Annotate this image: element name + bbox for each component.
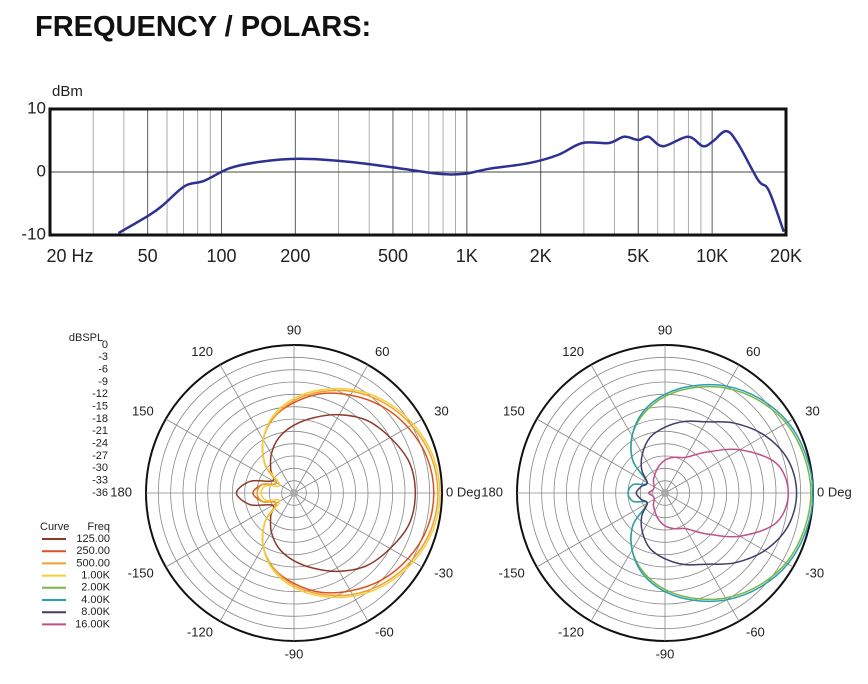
y-tick-label: 10 (27, 98, 46, 117)
angle-label: -150 (499, 565, 525, 580)
angle-label: 150 (503, 403, 525, 418)
x-tick-label: 100 (206, 246, 236, 266)
angle-label: 150 (132, 403, 154, 418)
legend-label: 1.00K (81, 570, 110, 582)
legend-label: 2.00K (81, 582, 110, 594)
spoke (165, 418, 295, 494)
legend-label: 4.00K (81, 594, 110, 606)
angle-label: 0 Deg (817, 484, 852, 499)
spoke (219, 364, 295, 494)
legend-label: 500.00 (76, 557, 110, 569)
angle-label: -120 (187, 625, 213, 640)
spoke (664, 418, 794, 494)
polar-curve (647, 448, 790, 538)
x-tick-label: 1K (456, 246, 478, 266)
angle-label: 30 (434, 403, 448, 418)
angle-label: 180 (481, 484, 503, 499)
angle-label: 60 (746, 344, 760, 359)
x-tick-label: 5K (627, 246, 649, 266)
spoke (590, 364, 666, 494)
spoke (664, 364, 740, 494)
angle-label: 90 (658, 322, 672, 337)
spoke (293, 492, 369, 622)
spoke (165, 492, 295, 568)
r-tick-label: 0 (102, 339, 108, 351)
angle-label: 180 (110, 484, 132, 499)
angle-label: -120 (558, 625, 584, 640)
r-tick-label: -6 (98, 364, 108, 376)
legend-header: Freq (87, 521, 110, 533)
spoke (293, 492, 423, 568)
plot-frame (48, 107, 788, 237)
r-tick-label: -15 (92, 401, 108, 413)
response-line (117, 129, 785, 235)
spoke (293, 418, 423, 494)
angle-label: -150 (128, 565, 154, 580)
r-tick-label: -24 (92, 438, 108, 450)
x-tick-label: 200 (280, 246, 310, 266)
angle-label: 90 (287, 322, 301, 337)
r-axis-label: dBSPL (69, 332, 103, 344)
angle-label: -30 (434, 565, 453, 580)
legend-label: 250.00 (76, 545, 110, 557)
spoke (536, 492, 666, 568)
polar-curve (235, 413, 417, 573)
angle-label: 0 Deg (446, 484, 481, 499)
polar-curve (627, 383, 814, 603)
spoke (219, 492, 295, 622)
r-tick-label: -9 (98, 376, 108, 388)
center-dot (290, 489, 298, 497)
x-tick-label: 2K (530, 246, 552, 266)
r-tick-label: -33 (92, 475, 108, 487)
y-tick-label: 0 (37, 161, 46, 180)
x-tick-label: 50 (138, 246, 158, 266)
x-tick-label: 10K (696, 246, 728, 266)
x-tick-label: 500 (378, 246, 408, 266)
r-tick-label: -18 (92, 413, 108, 425)
r-tick-label: -27 (92, 450, 108, 462)
angle-label: 60 (375, 344, 389, 359)
angle-label: 120 (191, 344, 213, 359)
x-tick-label: 20K (770, 246, 802, 266)
legend-header: Curve (40, 521, 69, 533)
r-tick-label: -12 (92, 388, 108, 400)
angle-label: -90 (285, 646, 304, 661)
spoke (664, 492, 740, 622)
polar-curve (260, 387, 441, 599)
angle-label: -90 (656, 646, 675, 661)
spoke (293, 364, 369, 494)
angle-label: -60 (746, 625, 765, 640)
angle-label: 120 (562, 344, 584, 359)
polar-curve (635, 420, 798, 566)
spoke (536, 418, 666, 494)
angle-label: -60 (375, 625, 394, 640)
r-tick-label: -36 (92, 487, 108, 499)
r-tick-label: -3 (98, 351, 108, 363)
spoke (664, 492, 794, 568)
y-axis-label: dBm (52, 83, 83, 100)
spoke (590, 492, 666, 622)
center-dot (661, 489, 669, 497)
legend-label: 8.00K (81, 606, 110, 618)
legend-label: 125.00 (76, 533, 110, 545)
legend-label: 16.00K (75, 618, 111, 630)
r-tick-label: -21 (92, 425, 108, 437)
y-tick-label: -10 (21, 224, 46, 243)
angle-label: -30 (805, 565, 824, 580)
r-tick-label: -30 (92, 462, 108, 474)
angle-label: 30 (805, 403, 819, 418)
x-tick-label: 20 Hz (46, 246, 93, 266)
page-title: FREQUENCY / POLARS: (35, 11, 371, 43)
